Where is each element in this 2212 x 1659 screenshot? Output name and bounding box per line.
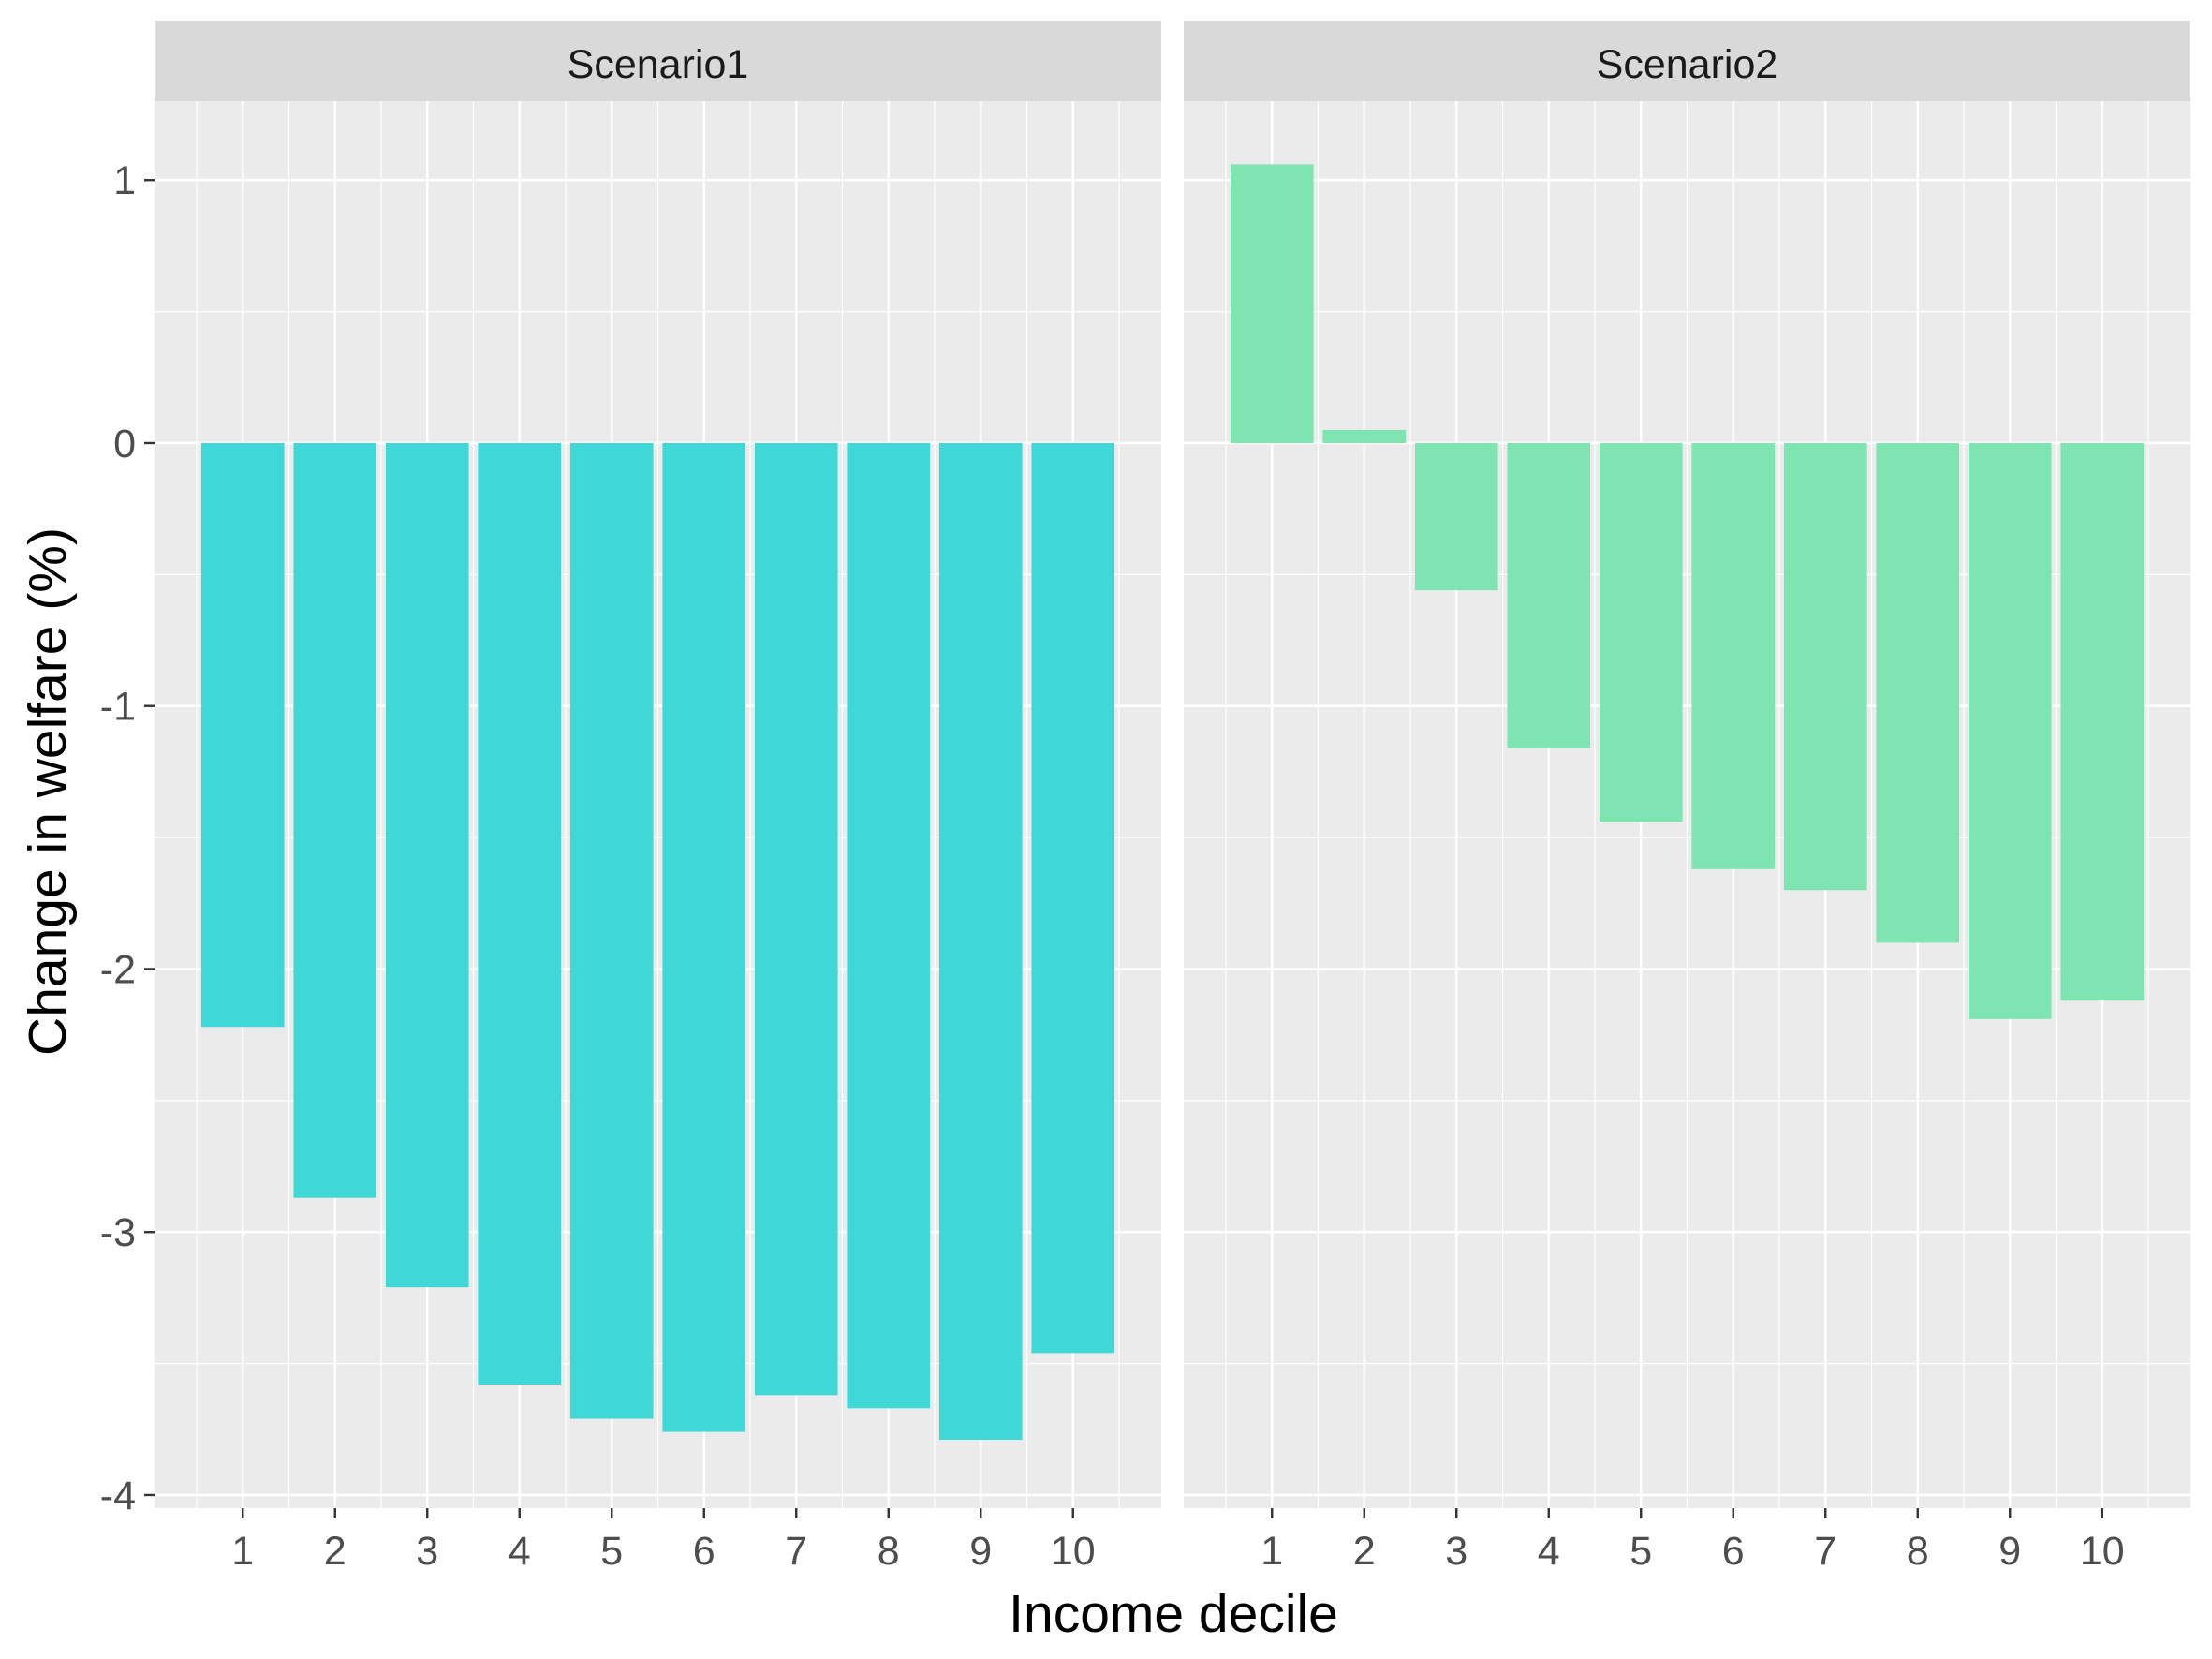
x-tick-label: 4 [509, 1529, 531, 1574]
x-tick-label: 9 [1998, 1529, 2021, 1574]
panels-layer: Scenario1 1 2 3 4 5 6 7 8 9 10 Scenario2 1 2 3 4 5 6 7 8 9 10 [155, 21, 2190, 1574]
bar-scenario2-decile-1 [1230, 164, 1314, 443]
y-tick-label: -4 [100, 1474, 136, 1518]
bar-scenario1-decile-1 [200, 442, 285, 1028]
x-tick-label: 1 [231, 1529, 254, 1574]
y-tick-label: 0 [113, 422, 136, 467]
x-tick-label: 7 [785, 1529, 807, 1574]
bar-scenario1-decile-10 [1031, 442, 1115, 1354]
bar-scenario2-decile-5 [1599, 442, 1683, 822]
bar-scenario1-decile-8 [847, 442, 931, 1409]
y-tick-label: -1 [100, 685, 136, 730]
bar-scenario1-decile-2 [293, 442, 377, 1198]
x-tick-label: 5 [600, 1529, 623, 1574]
y-tick-label: -2 [100, 947, 136, 992]
y-tick-label: -3 [100, 1210, 136, 1255]
facet-strip-label: Scenario1 [568, 42, 749, 87]
bar-scenario1-decile-4 [478, 442, 562, 1385]
x-tick-label: 6 [1722, 1529, 1745, 1574]
bar-scenario2-decile-2 [1322, 429, 1407, 443]
bar-scenario2-decile-4 [1507, 442, 1591, 748]
bar-scenario2-decile-7 [1783, 442, 1867, 891]
x-tick-label: 2 [324, 1529, 347, 1574]
x-tick-label: 3 [1445, 1529, 1467, 1574]
x-tick-label: 5 [1630, 1529, 1652, 1574]
bar-scenario1-decile-9 [938, 442, 1023, 1441]
bar-scenario1-decile-6 [662, 442, 746, 1432]
x-tick-label: 8 [877, 1529, 900, 1574]
panel-2: Scenario2 1 2 3 4 5 6 7 8 9 10 [1184, 21, 2190, 1574]
y-axis-title: Change in welfare (%) [18, 527, 78, 1056]
x-tick-label: 1 [1261, 1529, 1283, 1574]
x-tick-label: 8 [1907, 1529, 1929, 1574]
facet-strip-label: Scenario2 [1597, 42, 1778, 87]
x-tick-label: 9 [969, 1529, 992, 1574]
x-tick-label: 2 [1353, 1529, 1376, 1574]
x-tick-label: 3 [416, 1529, 438, 1574]
panel-1: Scenario1 1 2 3 4 5 6 7 8 9 10 [155, 21, 1161, 1574]
x-tick-label: 6 [693, 1529, 715, 1574]
x-tick-label: 10 [2080, 1529, 2125, 1574]
facet-strip [1184, 21, 2190, 101]
x-tick-label: 10 [1051, 1529, 1096, 1574]
bar-scenario2-decile-6 [1691, 442, 1776, 869]
y-axis: 1 0 -1 -2 -3 -4 [100, 158, 155, 1518]
bar-scenario1-decile-3 [385, 442, 469, 1288]
x-tick-label: 4 [1538, 1529, 1560, 1574]
bar-scenario2-decile-3 [1414, 442, 1498, 591]
bar-scenario2-decile-9 [1968, 442, 2052, 1019]
bar-scenario1-decile-5 [569, 442, 654, 1419]
bar-scenario1-decile-7 [754, 442, 838, 1396]
x-tick-label: 7 [1814, 1529, 1836, 1574]
bar-scenario2-decile-8 [1876, 442, 1960, 943]
x-axis-title: Income decile [1009, 1584, 1338, 1644]
y-tick-label: 1 [113, 158, 136, 203]
bar-scenario2-decile-10 [2060, 442, 2145, 1001]
facet-strip [155, 21, 1161, 101]
